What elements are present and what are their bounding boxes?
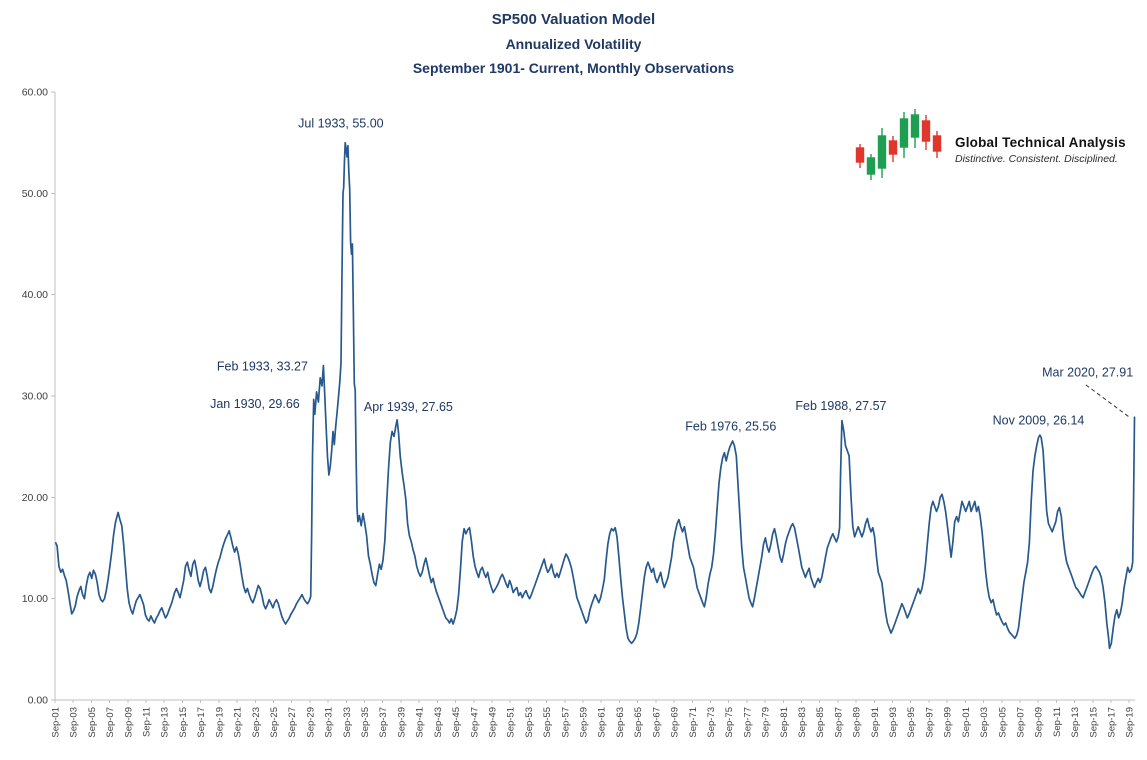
x-axis-label: Sep-63 [615, 707, 626, 738]
x-axis-label: Sep-59 [579, 707, 590, 738]
x-axis-label: Sep-93 [888, 707, 899, 738]
y-axis-label: 0.00 [28, 695, 49, 707]
x-axis-label: Sep-35 [360, 707, 371, 738]
x-axis-label: Sep-21 [233, 707, 244, 738]
x-axis-label: Sep-33 [342, 707, 353, 738]
x-axis-label: Sep-47 [469, 707, 480, 738]
candlestick-chart-icon [855, 109, 942, 180]
x-axis-label: Sep-83 [797, 707, 808, 738]
x-axis-label: Sep-69 [670, 707, 681, 738]
x-axis-label: Sep-19 [214, 707, 225, 738]
x-axis-label: Sep-71 [688, 707, 699, 738]
x-axis-label: Sep-49 [487, 707, 498, 738]
x-axis-label: Sep-29 [305, 707, 316, 738]
annotation-label: Feb 1988, 27.57 [795, 399, 886, 413]
x-axis-label: Sep-43 [433, 707, 444, 738]
x-axis-label: Sep-05 [997, 707, 1008, 738]
annotation-label: Feb 1933, 33.27 [217, 360, 308, 374]
x-axis-label: Sep-55 [542, 707, 553, 738]
chart-title-line3: September 1901- Current, Monthly Observa… [412, 60, 735, 76]
x-axis-label: Sep-05 [87, 707, 98, 738]
x-axis-label: Sep-95 [906, 707, 917, 738]
x-axis-label: Sep-25 [269, 707, 280, 738]
y-axis-label: 50.00 [22, 188, 48, 200]
x-axis-label: Sep-07 [105, 707, 116, 738]
x-axis-label: Sep-09 [1034, 707, 1045, 738]
y-axis-label: 40.00 [22, 289, 48, 301]
x-axis-label: Sep-87 [833, 707, 844, 738]
x-axis-label: Sep-27 [287, 707, 298, 738]
x-axis-label: Sep-67 [651, 707, 662, 738]
x-axis-label: Sep-03 [69, 707, 80, 738]
y-axis-label: 20.00 [22, 492, 48, 504]
y-axis-label: 10.00 [22, 593, 48, 605]
x-axis-label: Sep-75 [724, 707, 735, 738]
global-technical-analysis-logo: Global Technical Analysis Distinctive. C… [852, 108, 1126, 192]
x-axis-label: Sep-15 [1088, 707, 1099, 738]
x-axis-label: Sep-09 [123, 707, 134, 738]
x-axis-label: Sep-41 [415, 707, 426, 738]
x-axis-label: Sep-17 [1107, 707, 1118, 738]
x-axis-label: Sep-99 [943, 707, 954, 738]
x-axis-label: Sep-45 [451, 707, 462, 738]
x-axis-label: Sep-53 [524, 707, 535, 738]
x-axis-label: Sep-77 [742, 707, 753, 738]
x-axis-label: Sep-19 [1125, 707, 1136, 738]
annotation-leader-line [1085, 384, 1130, 418]
annotation-label: Mar 2020, 27.91 [1042, 366, 1133, 380]
x-axis-label: Sep-65 [633, 707, 644, 738]
brand-name: Global Technical Analysis [955, 135, 1126, 150]
chart-title-line1: SP500 Valuation Model [491, 11, 656, 28]
x-axis-label: Sep-13 [160, 707, 171, 738]
annotation-label: Jul 1933, 55.00 [298, 116, 384, 130]
x-axis-label: Sep-17 [196, 707, 207, 738]
y-axis-label: 60.00 [22, 87, 48, 99]
x-axis-label: Sep-57 [560, 707, 571, 738]
x-axis-label: Sep-01 [51, 707, 62, 738]
x-axis-label: Sep-13 [1070, 707, 1081, 738]
x-axis-label: Sep-07 [1015, 707, 1026, 738]
x-axis-label: Sep-79 [761, 707, 772, 738]
x-axis-label: Sep-37 [378, 707, 389, 738]
y-axis-label: 30.00 [22, 391, 48, 403]
x-axis-label: Sep-97 [924, 707, 935, 738]
x-axis-label: Sep-73 [706, 707, 717, 738]
chart-title: SP500 Valuation Model Annualized Volatil… [0, 8, 1147, 80]
x-axis-label: Sep-11 [1052, 707, 1063, 737]
x-axis-label: Sep-03 [979, 707, 990, 738]
x-axis-label: Sep-39 [396, 707, 407, 738]
x-axis-label: Sep-11 [142, 707, 153, 737]
x-axis-label: Sep-01 [961, 707, 972, 738]
annotation-label: Nov 2009, 26.14 [993, 413, 1085, 427]
x-axis-label: Sep-85 [815, 707, 826, 738]
x-axis-label: Sep-15 [178, 707, 189, 738]
x-axis-label: Sep-81 [779, 707, 790, 738]
annotation-label: Jan 1930, 29.66 [210, 397, 300, 411]
x-axis-label: Sep-61 [597, 707, 608, 738]
volatility-series [54, 141, 1136, 650]
brand-tagline: Distinctive. Consistent. Disciplined. [955, 153, 1118, 165]
x-axis-label: Sep-91 [870, 707, 881, 738]
chart-title-line2: Annualized Volatility [505, 36, 642, 52]
annotation-label: Apr 1939, 27.65 [364, 400, 453, 414]
logo-text: Global Technical Analysis Distinctive. C… [955, 135, 1126, 165]
annotation-label: Feb 1976, 25.56 [685, 419, 776, 433]
x-axis-label: Sep-89 [852, 707, 863, 738]
x-axis-label: Sep-23 [251, 707, 262, 738]
x-axis-label: Sep-51 [506, 707, 517, 738]
x-axis-label: Sep-31 [324, 707, 335, 738]
